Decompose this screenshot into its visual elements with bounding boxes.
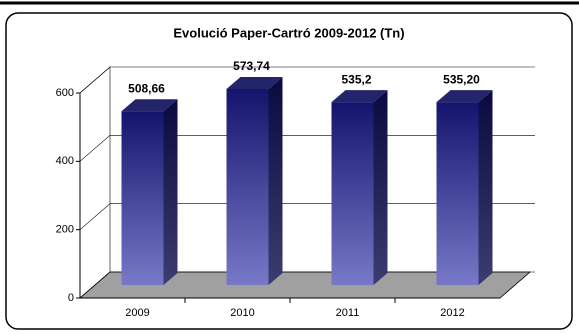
bar-top	[121, 99, 178, 112]
grid-line	[79, 203, 535, 230]
bar	[331, 102, 374, 285]
x-tick-label: 2011	[336, 307, 360, 319]
y-tick-label: 0	[68, 292, 74, 304]
x-tick-label: 2009	[125, 307, 149, 319]
bar-side	[373, 90, 388, 285]
x-tick-label: 2012	[440, 307, 464, 319]
chart-title: Evolució Paper-Cartró 2009-2012 (Tn)	[173, 25, 404, 40]
value-label: 508,66	[128, 81, 165, 95]
value-label: 573,74	[233, 59, 270, 73]
bar	[121, 111, 164, 286]
grid-line	[79, 271, 535, 299]
value-label: 535,2	[341, 72, 371, 86]
bar-top	[226, 76, 283, 89]
bar-top	[436, 90, 493, 103]
plot-area: 0 200 400 600 2009 508,66 2010 573,74 2011 535,2 2…	[56, 59, 535, 319]
back-wall	[79, 66, 111, 299]
bar-side	[478, 90, 493, 285]
y-tick-label: 400	[56, 155, 74, 167]
y-tick-label: 200	[56, 224, 74, 236]
bar	[436, 102, 479, 285]
grid-line	[79, 66, 535, 94]
x-tick-label: 2010	[230, 307, 254, 319]
value-label: 535,20	[443, 72, 480, 86]
bar	[226, 88, 269, 285]
bar-side	[163, 99, 178, 286]
grid-line	[79, 135, 535, 162]
bar-top	[331, 90, 388, 103]
y-tick-label: 600	[56, 87, 74, 99]
bar-side	[268, 76, 283, 285]
